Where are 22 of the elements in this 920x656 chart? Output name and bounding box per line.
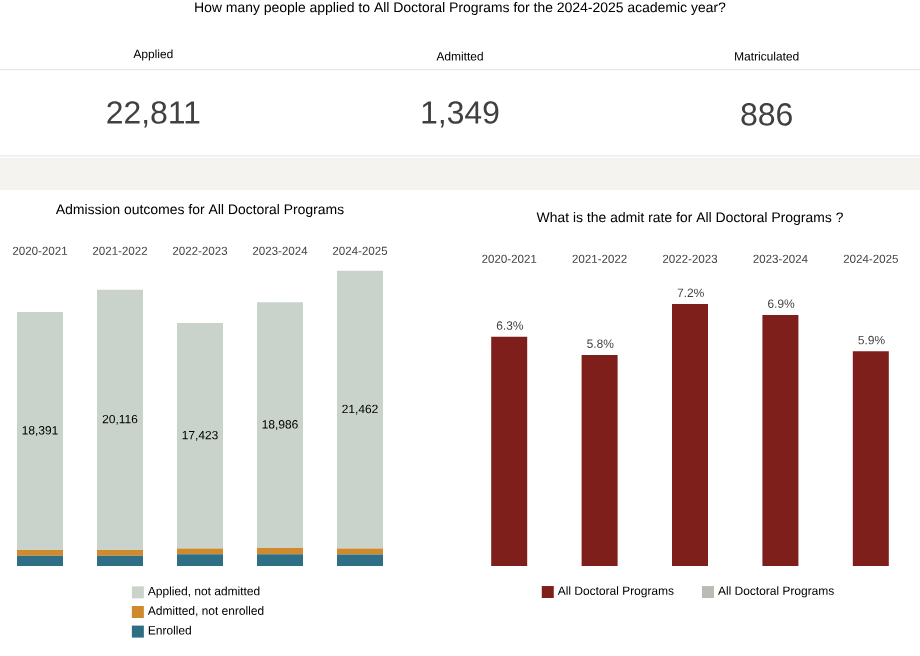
data-label: 22,811 [107,101,200,128]
bar [177,323,223,549]
bar [97,555,143,566]
bar [336,554,383,566]
bar [852,351,889,566]
bar [256,302,303,548]
bar [672,304,709,566]
bar [581,354,618,566]
bar [17,555,63,566]
data-label: 886 [741,103,792,126]
bar [177,554,223,566]
bar [17,311,63,550]
data-label: 1,349 [422,101,499,128]
bar [17,549,63,556]
bar [97,549,143,556]
bar [762,314,799,566]
bar [256,547,303,555]
bar [256,554,303,566]
bar [336,270,383,549]
bar [336,548,383,555]
bar [491,336,528,566]
bar [97,289,143,550]
